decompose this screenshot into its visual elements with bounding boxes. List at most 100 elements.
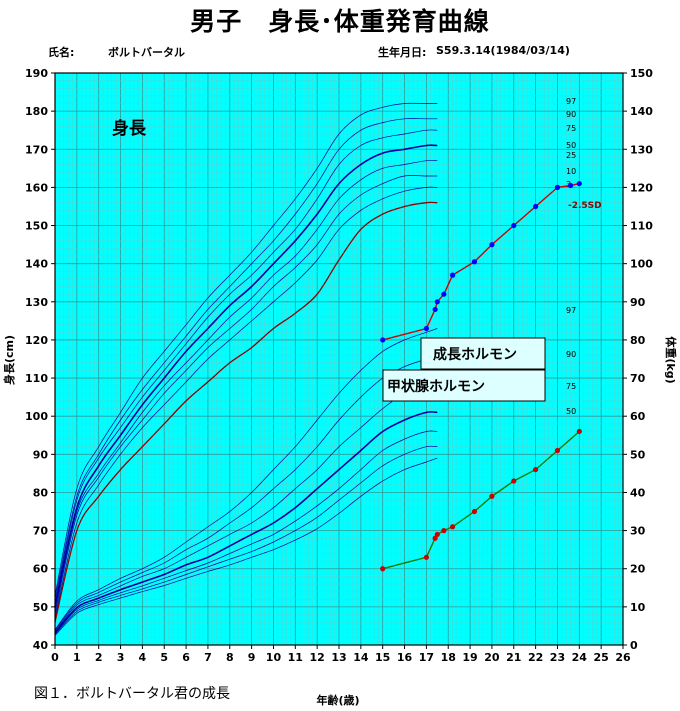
height-percentile-label-90: 90: [566, 110, 576, 119]
birth-value: S59.3.14(1984/03/14): [436, 44, 570, 57]
x-tick-label: 2: [95, 651, 103, 664]
height-curve-10: [54, 175, 438, 615]
height-series-point: [554, 184, 561, 190]
height-curve-25: [54, 160, 438, 611]
height-series-point: [489, 242, 495, 248]
weight-curve-10: [54, 445, 438, 635]
x-tick-label: 0: [51, 651, 59, 664]
x-tick-label: 21: [506, 651, 521, 664]
y2-tick-label: 140: [630, 105, 653, 118]
weight-series-point: [380, 566, 386, 572]
x-tick-label: 4: [139, 651, 147, 664]
x-tick-label: 8: [226, 651, 234, 664]
height-series-point: [576, 180, 582, 187]
section-label-height: 身長: [112, 118, 147, 139]
weight-series-point: [471, 508, 478, 515]
height-series-point: [450, 272, 456, 278]
y2-tick-label: 120: [630, 181, 653, 194]
name-value: ボルトバータル: [108, 46, 185, 59]
y-tick-label: 110: [25, 372, 48, 385]
weight-curve-75: [54, 381, 438, 632]
height-series-point: [423, 325, 429, 332]
y-tick-label: 170: [25, 143, 48, 156]
height-percentile-label-75: 75: [566, 124, 576, 133]
weight-series-point: [450, 524, 456, 530]
y-tick-label: 100: [25, 410, 48, 423]
y2-tick-label: 130: [630, 143, 653, 156]
y-tick-label: 80: [33, 486, 49, 499]
weight-series-line: [382, 430, 580, 570]
y2-tick-label: 70: [630, 372, 646, 385]
y2-tick-label: 90: [630, 296, 646, 309]
x-tick-label: 18: [441, 651, 456, 664]
y-tick-label: 70: [33, 525, 49, 538]
birth-label: 生年月日:: [378, 46, 427, 59]
y2-tick-label: 100: [630, 258, 653, 271]
x-tick-label: 5: [160, 651, 168, 664]
weight-series-point: [511, 478, 517, 484]
x-tick-label: 6: [182, 651, 190, 664]
y-tick-label: 60: [33, 563, 49, 576]
height-percentile-label-10: 10: [566, 167, 576, 176]
x-tick-label: 7: [204, 651, 212, 664]
height-curve-3: [54, 186, 438, 619]
y-tick-label: 120: [25, 334, 48, 347]
x-tick-label: 16: [397, 651, 413, 664]
growth-hormone-box: [420, 337, 546, 370]
y-tick-label: 130: [25, 296, 48, 309]
y2-tick-label: 60: [630, 410, 646, 423]
weight-curve-97: [54, 328, 438, 630]
height-curve-90: [54, 118, 438, 600]
x-tick-label: 10: [266, 651, 282, 664]
weight-curve-3: [54, 457, 438, 636]
y2-tick-label: 30: [630, 525, 646, 538]
y-tick-label: 40: [33, 639, 49, 652]
y-axis-label: 身長(cm): [2, 335, 16, 385]
x-tick-label: 9: [248, 651, 256, 664]
y-tick-label: 50: [33, 601, 49, 614]
weight-percentile-label-90: 90: [566, 350, 576, 359]
weight-percentile-label-97: 97: [566, 306, 576, 315]
height-curve-75: [54, 129, 438, 604]
y2-tick-label: 0: [630, 639, 638, 652]
weight-percentile-label-75: 75: [566, 382, 576, 391]
x-tick-label: 26: [615, 651, 631, 664]
height-series-point: [380, 337, 386, 343]
x-tick-label: 25: [593, 651, 608, 664]
x-tick-label: 1: [73, 651, 81, 664]
height-curve-97: [54, 102, 438, 596]
x-tick-label: 24: [572, 651, 588, 664]
y-tick-label: 90: [33, 448, 49, 461]
y2-tick-label: 150: [630, 67, 653, 80]
weight-curve-25: [54, 430, 438, 634]
y2-axis-label: 体重(kg): [664, 336, 678, 383]
height-series-point: [432, 306, 438, 313]
x-tick-label: 22: [528, 651, 543, 664]
figure-caption: 図１．ボルトバータル君の成長: [34, 686, 230, 702]
y2-tick-label: 40: [630, 486, 646, 499]
height-series-point: [441, 291, 447, 297]
height-curve--2.5SD: [54, 201, 438, 623]
y-tick-label: 190: [25, 67, 48, 80]
height-curve-50: [54, 144, 438, 608]
height-series-point: [471, 259, 478, 265]
weight-series-point: [432, 535, 438, 541]
x-tick-label: 19: [462, 651, 477, 664]
weight-series-point: [576, 428, 582, 435]
y2-tick-label: 20: [630, 563, 646, 576]
x-axis-label: 年齢(歳): [316, 693, 359, 707]
height-percentile-label-25: 25: [566, 151, 576, 160]
height-series-point: [533, 203, 539, 210]
y-tick-label: 160: [25, 181, 48, 194]
weight-series-point: [434, 531, 440, 538]
x-tick-label: 20: [484, 651, 500, 664]
growth-hormone-label: 成長ホルモン: [433, 346, 517, 363]
weight-series-point: [554, 447, 561, 454]
x-tick-label: 12: [309, 651, 324, 664]
y2-tick-label: 80: [630, 334, 646, 347]
weight-series-point: [423, 554, 429, 560]
x-tick-label: 11: [288, 651, 303, 664]
height-percentile-label-97: 97: [566, 97, 576, 106]
thyroid-hormone-box: [382, 369, 546, 402]
